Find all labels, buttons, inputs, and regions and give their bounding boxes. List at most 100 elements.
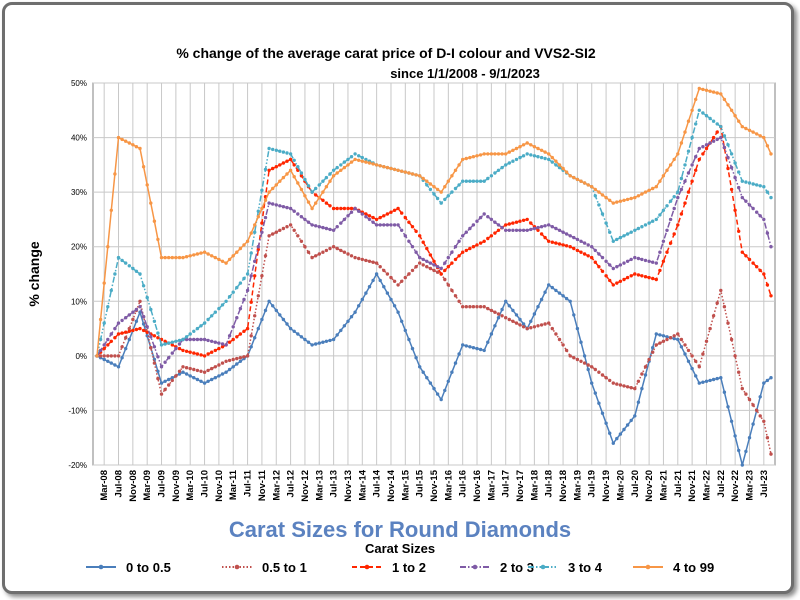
- data-point-2-to-3: [572, 235, 576, 240]
- data-point-2-to-3: [643, 258, 648, 263]
- x-tick-label: Jul-17: [501, 470, 512, 497]
- data-point-0-to-0.5: [507, 304, 511, 308]
- data-point-4-to-99: [410, 172, 415, 176]
- data-point-3-to-4: [127, 264, 131, 268]
- data-point-0.5-to-1: [722, 305, 727, 309]
- data-point-1-to-2: [443, 268, 447, 273]
- data-point-0.5-to-1: [701, 352, 705, 356]
- data-point-2-to-3: [102, 343, 106, 347]
- series-line-3-to-4: [96, 109, 772, 357]
- data-point-0-to-0.5: [464, 344, 468, 348]
- data-point-4-to-99: [292, 175, 296, 179]
- data-point-2-to-3: [296, 212, 300, 216]
- data-point-2-to-3: [762, 217, 766, 222]
- data-point-1-to-2: [582, 252, 587, 256]
- data-point-4-to-99: [102, 281, 106, 285]
- data-point-1-to-2: [496, 228, 501, 232]
- data-point-1-to-2: [651, 276, 655, 281]
- data-point-3-to-4: [210, 314, 214, 318]
- data-point-0-to-0.5: [769, 376, 773, 380]
- data-point-0-to-0.5: [263, 308, 268, 313]
- data-point-4-to-99: [296, 181, 300, 185]
- data-point-1-to-2: [378, 215, 382, 220]
- data-point-2-to-3: [665, 228, 669, 232]
- data-point-0-to-0.5: [733, 434, 737, 438]
- data-point-1-to-2: [267, 168, 271, 172]
- x-tick-label: Nov-15: [429, 469, 440, 501]
- data-point-4-to-99: [245, 239, 250, 243]
- data-point-2-to-3: [590, 245, 594, 249]
- data-point-4-to-99: [170, 255, 174, 260]
- data-point-3-to-4: [514, 157, 519, 162]
- data-point-0-to-0.5: [496, 316, 501, 320]
- data-point-2-to-3: [98, 348, 103, 353]
- data-point-3-to-4: [676, 190, 680, 194]
- data-point-1-to-2: [206, 352, 210, 356]
- data-point-0.5-to-1: [242, 355, 246, 359]
- data-point-3-to-4: [349, 155, 354, 159]
- data-point-2-to-3: [156, 355, 160, 359]
- data-point-3-to-4: [719, 125, 723, 129]
- data-point-1-to-2: [432, 259, 436, 263]
- data-point-3-to-4: [227, 295, 232, 299]
- data-point-3-to-4: [640, 225, 644, 229]
- data-point-1-to-2: [131, 328, 135, 333]
- data-point-3-to-4: [611, 239, 615, 243]
- data-point-0-to-0.5: [310, 343, 314, 347]
- data-point-3-to-4: [446, 194, 450, 198]
- data-point-0.5-to-1: [116, 354, 121, 358]
- data-point-0.5-to-1: [471, 305, 476, 309]
- data-point-0.5-to-1: [106, 354, 110, 358]
- data-point-1-to-2: [690, 179, 694, 183]
- data-point-3-to-4: [443, 197, 447, 202]
- data-point-2-to-3: [654, 261, 658, 265]
- data-point-0.5-to-1: [418, 261, 422, 265]
- data-point-4-to-99: [414, 173, 418, 177]
- data-point-0-to-0.5: [471, 346, 476, 350]
- data-point-1-to-2: [550, 240, 554, 244]
- data-point-4-to-99: [600, 193, 605, 197]
- data-point-2-to-3: [547, 223, 551, 227]
- data-point-1-to-2: [453, 257, 458, 262]
- x-tick-label: Mar-13: [314, 470, 325, 501]
- data-point-1-to-2: [120, 331, 124, 335]
- data-point-3-to-4: [238, 281, 243, 285]
- data-point-0.5-to-1: [231, 357, 235, 362]
- data-point-2-to-3: [500, 225, 504, 230]
- series-line-2-to-3: [96, 136, 772, 369]
- data-point-3-to-4: [464, 179, 468, 183]
- data-point-3-to-4: [156, 331, 160, 335]
- data-point-4-to-99: [568, 174, 572, 178]
- data-point-3-to-4: [625, 232, 630, 236]
- data-point-4-to-99: [489, 152, 494, 156]
- data-point-2-to-3: [124, 316, 128, 320]
- data-point-3-to-4: [271, 147, 275, 152]
- data-point-3-to-4: [737, 170, 741, 174]
- legend-marker-4-to-99: [645, 564, 651, 570]
- data-point-2-to-3: [676, 195, 680, 200]
- data-point-0.5-to-1: [149, 346, 153, 350]
- data-point-0.5-to-1: [719, 288, 723, 293]
- data-point-0-to-0.5: [529, 319, 533, 323]
- data-point-4-to-99: [407, 171, 411, 175]
- data-point-0-to-0.5: [418, 365, 422, 369]
- data-point-1-to-2: [758, 268, 762, 273]
- data-point-2-to-3: [145, 325, 149, 329]
- data-point-0.5-to-1: [547, 321, 551, 325]
- data-point-0.5-to-1: [227, 358, 232, 363]
- data-point-2-to-3: [496, 223, 501, 227]
- data-point-0.5-to-1: [195, 368, 200, 373]
- data-point-0.5-to-1: [747, 397, 752, 402]
- data-point-1-to-2: [457, 254, 461, 258]
- data-point-0-to-0.5: [353, 310, 357, 314]
- data-point-0-to-0.5: [744, 449, 748, 454]
- data-point-2-to-3: [421, 257, 425, 262]
- data-point-3-to-4: [475, 179, 479, 183]
- data-point-0.5-to-1: [174, 374, 178, 378]
- data-point-0-to-0.5: [633, 414, 637, 418]
- data-point-3-to-4: [504, 163, 508, 167]
- data-point-3-to-4: [324, 175, 329, 180]
- data-point-2-to-3: [407, 239, 411, 243]
- data-point-4-to-99: [611, 201, 615, 205]
- data-point-1-to-2: [586, 254, 590, 258]
